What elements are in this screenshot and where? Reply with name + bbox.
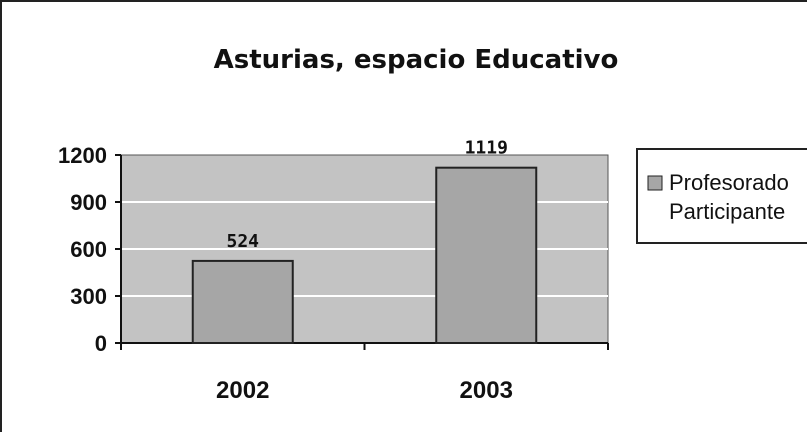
data-label: 524	[226, 231, 259, 252]
bar	[435, 166, 538, 344]
y-tick-label: 1200	[58, 143, 107, 168]
legend-label-line: Participante	[669, 199, 785, 224]
y-tick-label: 300	[70, 284, 107, 309]
plot-area: 0 300 600 900 1200 524 2002 1119 2003	[58, 138, 609, 404]
legend-label-line: Profesorado	[669, 170, 789, 195]
y-tick-label: 0	[95, 331, 107, 356]
legend: Profesorado Participante	[636, 148, 807, 244]
data-label: 1119	[465, 138, 508, 159]
legend-box	[636, 148, 807, 244]
y-tick-label: 600	[70, 237, 107, 262]
legend-label: Profesorado Participante	[669, 170, 789, 224]
x-tick-label: 2002	[216, 377, 269, 404]
bar	[191, 259, 294, 345]
legend-swatch	[647, 175, 663, 191]
x-tick-label: 2003	[460, 377, 513, 404]
y-tick-label: 900	[70, 190, 107, 215]
chart-title: Asturias, espacio Educativo	[214, 45, 619, 75]
